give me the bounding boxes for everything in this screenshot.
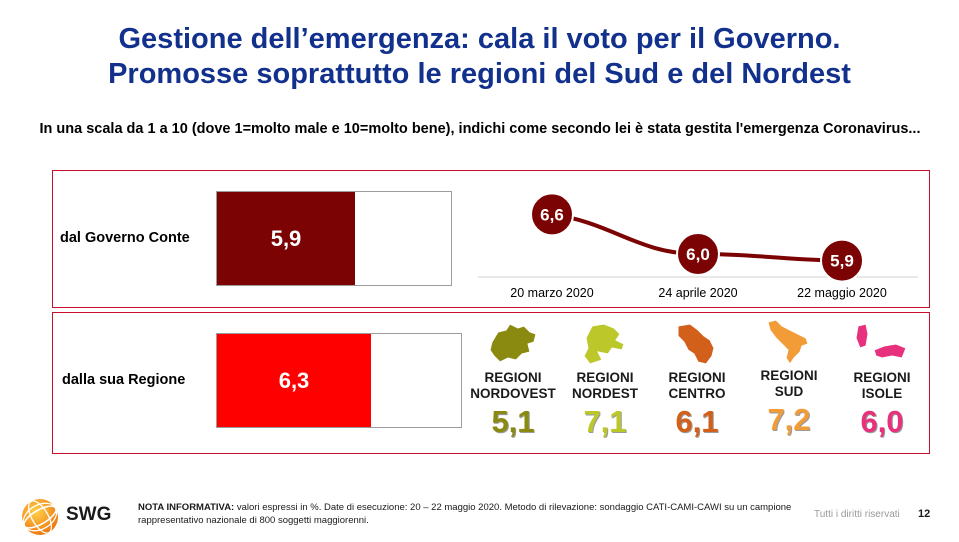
regione-label: dalla sua Regione	[62, 372, 186, 388]
page-title-line1: Gestione dell’emergenza: cala il voto pe…	[118, 23, 841, 55]
regione-bar	[217, 334, 371, 427]
region-value: 7,1	[583, 404, 627, 439]
region-centro: REGIONI CENTRO 6,1	[647, 320, 747, 439]
trend-point-label: 6,0	[686, 245, 710, 264]
regione-panel	[52, 312, 930, 454]
governo-label: dal Governo Conte	[60, 230, 190, 246]
nordest-map-icon	[583, 323, 625, 365]
regione-bar-value: 6,3	[278, 367, 310, 393]
region-label: REGIONI ISOLE	[853, 370, 911, 401]
footnote: NOTA INFORMATIVA: valori espressi in %. …	[138, 502, 792, 526]
swg-logo-icon	[22, 499, 58, 535]
region-label: REGIONI NORDOVEST	[470, 370, 556, 401]
sud-map-icon	[767, 319, 809, 365]
region-value: 7,2	[767, 402, 811, 437]
region-nordovest: REGIONI NORDOVEST 5,1	[463, 320, 563, 439]
trend-point	[530, 192, 574, 237]
trend-x-tick-label: 24 aprile 2020	[658, 286, 737, 300]
region-nordest: REGIONI NORDEST 7,1	[555, 320, 655, 439]
centro-map-icon	[677, 323, 715, 365]
region-sud: REGIONI SUD 7,2	[739, 318, 839, 437]
trend-x-tick-label: 22 maggio 2020	[797, 286, 887, 300]
governo-bar-frame: 5,9	[216, 191, 452, 286]
page-title-line2: Promosse soprattutto le regioni del Sud …	[108, 58, 851, 90]
region-label: REGIONI CENTRO	[668, 370, 726, 401]
trend-point-label: 6,6	[540, 205, 564, 224]
page-number: 12	[918, 508, 931, 520]
region-value: 5,1	[491, 404, 535, 439]
governo-bar	[217, 192, 355, 285]
region-label: REGIONI NORDEST	[571, 370, 638, 401]
trend-point	[820, 238, 864, 283]
trend-x-tick-label: 20 marzo 2020	[510, 286, 593, 300]
isole-map-icon	[855, 323, 907, 359]
region-value: 6,1	[675, 404, 719, 439]
region-isole: REGIONI ISOLE 6,0	[832, 320, 932, 439]
region-label: REGIONI SUD	[760, 368, 818, 399]
governo-bar-value: 5,9	[270, 225, 302, 251]
region-value: 6,0	[860, 404, 904, 439]
brand-name: SWG	[66, 504, 112, 525]
survey-question: In una scala da 1 a 10 (dove 1=molto mal…	[39, 121, 921, 137]
nordovest-map-icon	[489, 323, 537, 363]
governo-trend-chart: 6,6 20 marzo 2020 6,0 24 aprile 2020 5,9 22 m…	[478, 192, 918, 300]
trend-point	[676, 232, 720, 276]
rights-text: Tutti i diritti riservati	[814, 509, 900, 520]
regione-bar-frame: 6,3	[216, 333, 462, 428]
trend-point-label: 5,9	[830, 252, 854, 271]
governo-panel	[52, 170, 930, 308]
